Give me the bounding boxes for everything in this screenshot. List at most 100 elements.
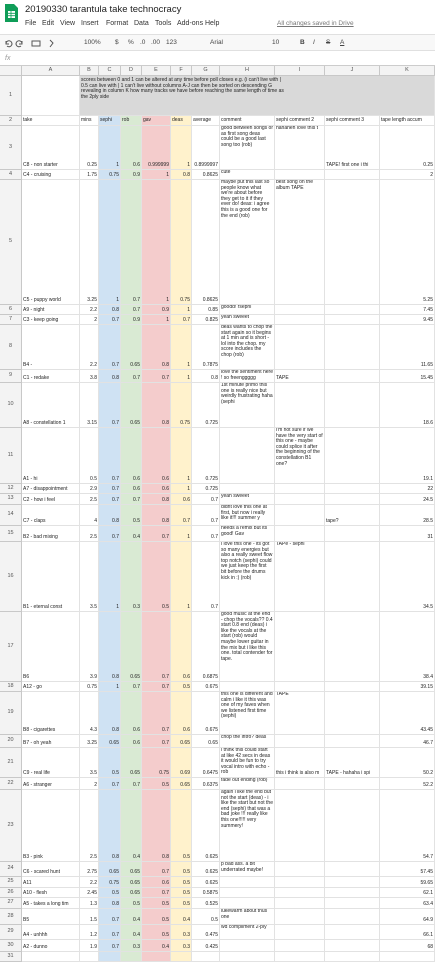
row-header[interactable]: 14 [0, 505, 22, 526]
row-header[interactable]: 18 [0, 682, 22, 692]
row-header[interactable]: 1 [0, 76, 22, 116]
text-cell [121, 952, 142, 962]
column-header[interactable]: H [220, 66, 275, 76]
row-header[interactable]: 25 [0, 877, 22, 888]
number-cell: 0.8 [99, 505, 121, 526]
number-cell: 0.725 [192, 428, 220, 484]
text-cell [325, 180, 380, 305]
column-header[interactable]: C [99, 66, 121, 76]
row-header[interactable]: 6 [0, 305, 22, 315]
row-header[interactable]: 9 [0, 370, 22, 383]
column-header[interactable]: B [80, 66, 99, 76]
row-header[interactable]: 13 [0, 494, 22, 505]
toolbar-item[interactable]: 10 [272, 39, 280, 46]
number-cell: 0.5 [99, 748, 121, 778]
menu-item[interactable]: Insert [81, 20, 99, 27]
row-header[interactable]: 29 [0, 925, 22, 940]
column-header[interactable]: K [380, 66, 435, 76]
row-header[interactable]: 7 [0, 315, 22, 325]
number-cell: 59.65 [380, 877, 435, 888]
row-header[interactable]: 27 [0, 898, 22, 909]
row-header[interactable]: 17 [0, 612, 22, 682]
row-header[interactable]: 24 [0, 862, 22, 877]
row-header[interactable]: 15 [0, 526, 22, 542]
toolbar-item[interactable]: I [313, 39, 315, 46]
row-header[interactable]: 16 [0, 542, 22, 612]
number-cell: 2.5 [80, 526, 99, 542]
doc-title[interactable]: 20190330 tarantula take technocracy [25, 4, 182, 15]
row-header[interactable]: 10 [0, 383, 22, 428]
row-header[interactable]: 28 [0, 909, 22, 925]
toolbar-item[interactable]: B [300, 39, 305, 46]
row-header[interactable]: 8 [0, 325, 22, 370]
toolbar-item[interactable]: Arial [210, 39, 224, 46]
row-header[interactable]: 12 [0, 484, 22, 494]
number-cell: 2.2 [80, 877, 99, 888]
row-header[interactable]: 20 [0, 735, 22, 748]
row-header[interactable]: 11 [0, 428, 22, 484]
number-cell: 0.7 [99, 383, 121, 428]
menu-item[interactable]: View [60, 20, 76, 27]
row-header[interactable]: 21 [0, 748, 22, 778]
toolbar-item[interactable]: 123 [166, 39, 177, 46]
menu-item[interactable]: Tools [155, 20, 172, 27]
number-cell: 0.3 [121, 542, 142, 612]
row-header[interactable]: 2 [0, 116, 22, 126]
number-cell: 0.475 [192, 925, 220, 940]
column-header[interactable]: F [171, 66, 192, 76]
number-cell: 0.7 [142, 682, 171, 692]
column-header[interactable]: I [275, 66, 325, 76]
row-header[interactable]: 30 [0, 940, 22, 952]
comment-cell: i love this one - its got so many energi… [220, 542, 275, 612]
save-status[interactable]: All changes saved in Drive [277, 20, 354, 27]
column-header[interactable]: A [22, 66, 80, 76]
toolbar-item[interactable]: S [326, 39, 331, 46]
number-cell: 3.8 [80, 370, 99, 383]
number-cell: 54.7 [380, 790, 435, 862]
toolbar-item[interactable]: 100% [84, 39, 101, 46]
number-cell: 0.6 [121, 484, 142, 494]
number-cell: 0.8 [99, 612, 121, 682]
number-cell: 0.9 [121, 170, 142, 180]
toolbar-item[interactable]: .00 [151, 39, 161, 46]
toolbar-item[interactable]: .0 [140, 39, 146, 46]
text-cell [192, 952, 220, 962]
row-header[interactable]: 19 [0, 692, 22, 735]
row-header[interactable]: 31 [0, 952, 22, 962]
row-header[interactable]: 4 [0, 170, 22, 180]
toolbar-item[interactable]: % [128, 39, 134, 46]
number-cell: 0.3 [171, 925, 192, 940]
number-cell: 0.5 [171, 877, 192, 888]
menu-item[interactable]: Format [106, 20, 129, 27]
column-header[interactable]: E [142, 66, 171, 76]
menu-item[interactable]: File [25, 20, 37, 27]
number-cell: 0.825 [192, 315, 220, 325]
row-header[interactable]: 26 [0, 888, 22, 898]
column-header[interactable]: G [192, 66, 220, 76]
menu-item[interactable]: Help [205, 20, 220, 27]
toolbar-item[interactable]: $ [115, 39, 119, 46]
number-cell: 0.6 [142, 877, 171, 888]
note-cell [22, 76, 80, 116]
number-cell: 0.6 [171, 692, 192, 735]
row-header[interactable]: 3 [0, 126, 22, 170]
menu-item[interactable]: Edit [42, 20, 55, 27]
comment-cell: fade out ending (rob) [220, 778, 275, 790]
number-cell: 1.9 [80, 940, 99, 952]
number-cell: 0.7 [99, 778, 121, 790]
text-cell: i'm not sure if we have the very start o… [275, 428, 325, 484]
toolbar-item[interactable]: A [340, 39, 345, 46]
text-cell [275, 909, 325, 925]
row-header[interactable]: 5 [0, 180, 22, 305]
comment-cell [220, 898, 275, 909]
menu-item[interactable]: Data [134, 20, 149, 27]
row-header[interactable]: 23 [0, 790, 22, 862]
take-cell: B3 - pink [22, 790, 80, 862]
column-header[interactable]: J [325, 66, 380, 76]
column-header[interactable]: D [121, 66, 142, 76]
row-header[interactable]: 22 [0, 778, 22, 790]
number-cell: 31 [380, 526, 435, 542]
menu-item[interactable]: Add-ons [177, 20, 204, 27]
number-cell: 1 [142, 315, 171, 325]
number-cell: 0.8 [142, 494, 171, 505]
